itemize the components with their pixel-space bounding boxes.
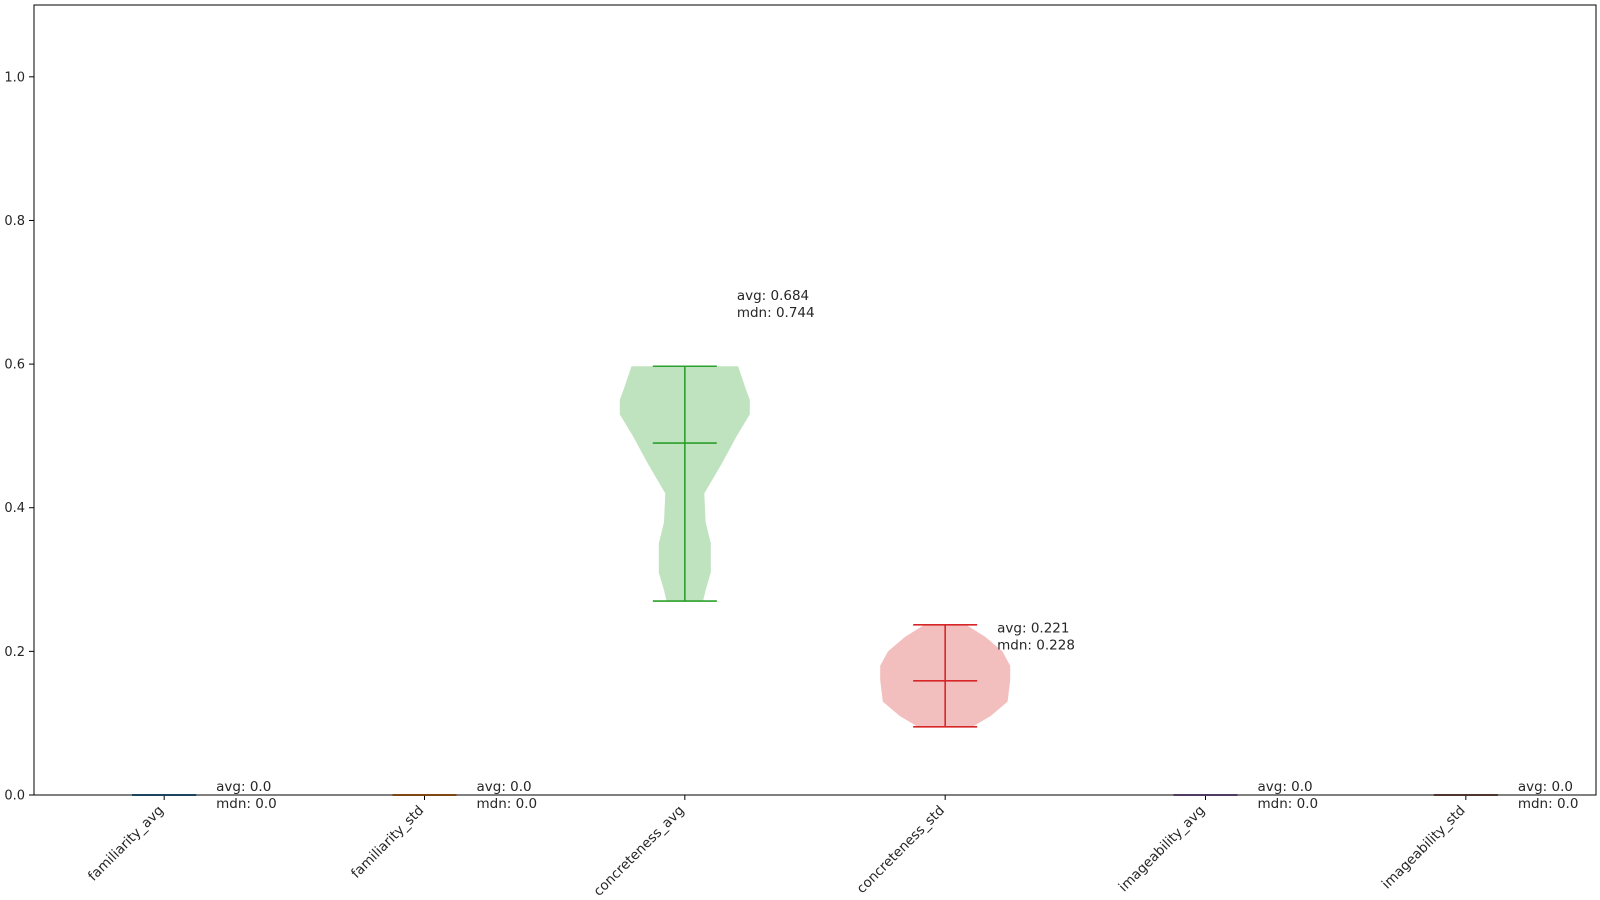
x-tick-label: familiarity_avg xyxy=(85,803,167,885)
x-tick-label: concreteness_std xyxy=(854,803,948,897)
plot-axes: 0.0 0.2 0.4 0.6 0.8 1.0 familiarity_avg familia… xyxy=(4,70,1468,899)
annotation-mdn: mdn: 0.744 xyxy=(737,305,815,321)
annotation-mdn: mdn: 0.0 xyxy=(216,796,277,812)
x-tick-label: imageability_avg xyxy=(1116,803,1209,896)
x-tick-label: imageability_std xyxy=(1379,803,1469,893)
y-tick-label: 0.4 xyxy=(4,501,25,516)
annotation-avg: avg: 0.684 xyxy=(737,288,809,304)
x-tick-label: familiarity_std xyxy=(348,803,427,882)
annotation-avg: avg: 0.0 xyxy=(1258,779,1313,795)
annotation-mdn: mdn: 0.0 xyxy=(1518,796,1579,812)
violins xyxy=(132,365,1498,796)
y-tick-label: 0.6 xyxy=(4,358,25,373)
annotation-avg: avg: 0.221 xyxy=(997,620,1069,636)
annotation-avg: avg: 0.0 xyxy=(216,779,271,795)
annotation-avg: avg: 0.0 xyxy=(1518,779,1573,795)
annotation-mdn: mdn: 0.228 xyxy=(997,637,1075,653)
x-tick-label: concreteness_avg xyxy=(591,803,688,900)
annotation-avg: avg: 0.0 xyxy=(477,779,532,795)
y-tick-label: 1.0 xyxy=(4,70,25,85)
y-tick-label: 0.2 xyxy=(4,645,25,660)
y-tick-label: 0.8 xyxy=(4,214,25,229)
y-tick-label: 0.0 xyxy=(4,789,25,804)
annotation-mdn: mdn: 0.0 xyxy=(477,796,538,812)
annotation-mdn: mdn: 0.0 xyxy=(1258,796,1319,812)
plot-frame xyxy=(33,4,1597,796)
